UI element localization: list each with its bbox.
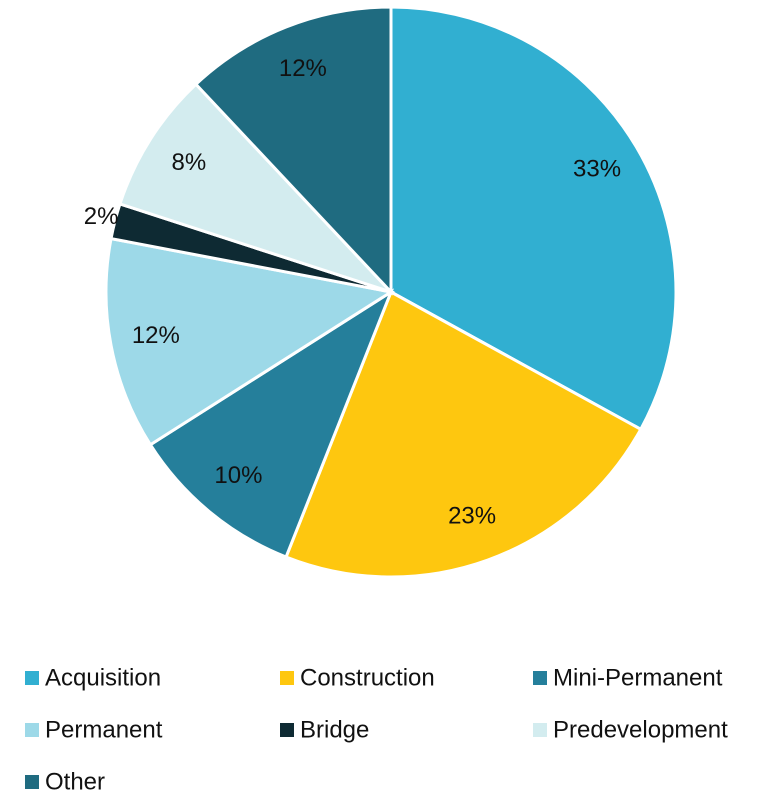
legend-swatch [533, 723, 547, 737]
legend-label: Mini-Permanent [553, 664, 723, 691]
legend-label: Predevelopment [553, 716, 728, 743]
pie-slice [389, 5, 678, 432]
pie-slice [104, 236, 396, 447]
legend-label: Acquisition [45, 664, 161, 691]
data-label: 10% [214, 462, 262, 489]
pie-slice [193, 5, 393, 296]
data-label: 12% [279, 55, 327, 82]
legend-swatch [25, 723, 39, 737]
data-label: 2% [84, 203, 119, 230]
legend-label: Bridge [300, 716, 369, 743]
legend-swatch [280, 723, 294, 737]
legend-swatch [533, 671, 547, 685]
pie-slice [118, 82, 393, 294]
legend-swatch [25, 775, 39, 789]
data-label: 23% [448, 503, 496, 530]
data-label: 8% [172, 149, 207, 176]
legend-label: Other [45, 768, 105, 795]
legend-swatch [280, 671, 294, 685]
data-label: 12% [132, 322, 180, 349]
data-label: 33% [573, 155, 621, 182]
legend-swatch [25, 671, 39, 685]
legend-label: Permanent [45, 716, 163, 743]
legend-label: Construction [300, 664, 435, 691]
pie-slice [148, 288, 395, 559]
pie-slice [284, 289, 643, 579]
